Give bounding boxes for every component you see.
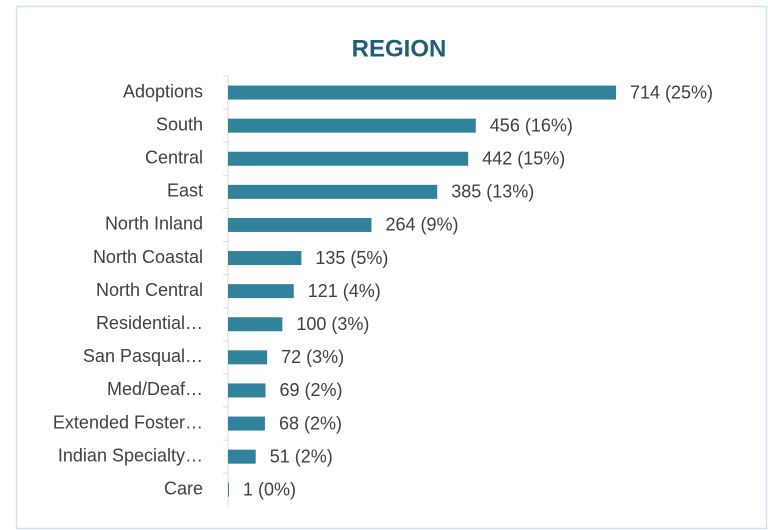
data-label: 1 (0%) — [243, 480, 296, 500]
data-label: 456 (16%) — [490, 115, 573, 135]
bar — [228, 151, 469, 166]
chart-title: REGION — [352, 35, 447, 62]
y-tick-label: Med/Deaf… — [107, 379, 203, 399]
y-tick-label: North Central — [96, 280, 203, 300]
data-label: 68 (2%) — [279, 413, 342, 433]
y-tick-label: Central — [145, 148, 203, 168]
y-tick-label: San Pasqual… — [83, 346, 203, 366]
bar — [228, 350, 268, 365]
y-tick-label: Indian Specialty… — [58, 445, 203, 465]
data-label: 264 (9%) — [385, 215, 458, 235]
y-tick-label: North Inland — [105, 214, 203, 234]
data-label: 72 (3%) — [281, 347, 344, 367]
y-tick-label: Extended Foster… — [53, 412, 203, 432]
bar — [228, 482, 229, 497]
y-tick-label: Adoptions — [123, 81, 203, 101]
y-tick-label: East — [167, 181, 203, 201]
bar — [228, 416, 265, 431]
data-label: 51 (2%) — [270, 446, 333, 466]
bar — [228, 85, 616, 100]
data-label: 69 (2%) — [279, 380, 342, 400]
y-tick-label: South — [156, 114, 203, 134]
data-label: 121 (4%) — [308, 281, 381, 301]
data-label: 135 (5%) — [315, 248, 388, 268]
bar — [228, 317, 283, 332]
bar — [228, 184, 438, 199]
y-tick-label: Care — [164, 479, 203, 499]
y-tick-label: Residential… — [96, 313, 203, 333]
bar — [228, 383, 266, 398]
data-label: 385 (13%) — [451, 182, 534, 202]
data-label: 442 (15%) — [482, 149, 565, 169]
data-label: 100 (3%) — [296, 314, 369, 334]
y-tick-label: North Coastal — [93, 247, 203, 267]
bar — [228, 449, 256, 464]
bar — [228, 251, 302, 266]
bar — [228, 284, 294, 299]
bar — [228, 118, 476, 133]
bar — [228, 217, 372, 232]
data-label: 714 (25%) — [630, 82, 713, 102]
